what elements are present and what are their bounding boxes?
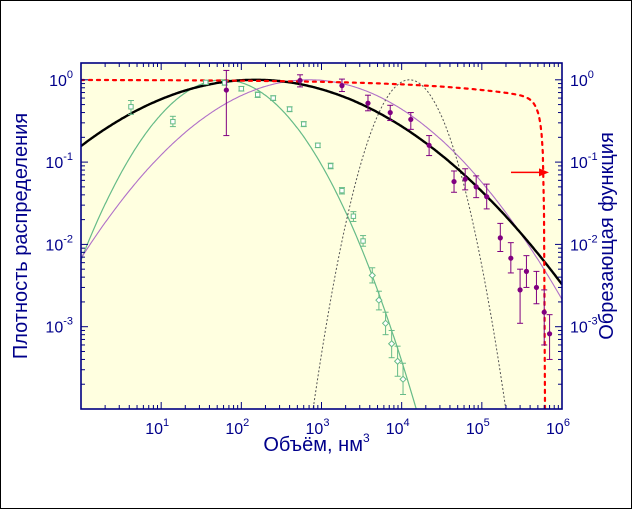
y-tick-label-right: 10-1 bbox=[570, 151, 598, 172]
green-data-point bbox=[254, 91, 261, 98]
purple-data-point bbox=[451, 178, 457, 185]
purple-data-point bbox=[541, 309, 547, 315]
green-data-point bbox=[393, 357, 402, 365]
purple-data-point bbox=[223, 87, 229, 93]
purple-data-point bbox=[484, 194, 490, 200]
green-data-point bbox=[360, 238, 366, 244]
gray-dotted-curve bbox=[312, 79, 507, 409]
purple-data-point bbox=[297, 77, 303, 84]
x-tick-label: 101 bbox=[145, 417, 169, 438]
green-data-point bbox=[128, 104, 134, 110]
green-data-point bbox=[399, 375, 407, 383]
purple-fit-curve bbox=[81, 79, 562, 300]
purple-data-point bbox=[408, 116, 414, 123]
x-tick-label: 106 bbox=[546, 417, 570, 438]
y-tick-label-right: 10-2 bbox=[570, 233, 598, 254]
green-data-point bbox=[381, 319, 390, 328]
green-data-point bbox=[339, 187, 345, 194]
y-tick-label-left: 100 bbox=[49, 69, 73, 90]
green-data-point bbox=[350, 213, 357, 219]
green-data-point bbox=[286, 106, 293, 112]
green-data-point bbox=[315, 142, 321, 149]
y-tick-label-left: 10-2 bbox=[45, 233, 73, 254]
green-data-point bbox=[170, 118, 176, 125]
red-cutoff-curve bbox=[81, 78, 547, 409]
black-density-curve bbox=[81, 78, 562, 286]
purple-data-point bbox=[462, 176, 468, 182]
x-tick-label: 104 bbox=[386, 417, 410, 438]
y-tick-label-left: 10-1 bbox=[45, 151, 73, 172]
purple-data-point bbox=[533, 284, 540, 291]
purple-data-point bbox=[497, 235, 503, 241]
plot-area bbox=[81, 63, 562, 409]
cutoff-arrow-head bbox=[539, 168, 549, 177]
green-data-point bbox=[270, 95, 276, 101]
purple-data-point bbox=[546, 331, 553, 337]
green-data-point bbox=[238, 85, 245, 92]
purple-data-point bbox=[523, 268, 530, 274]
x-tick-label: 105 bbox=[466, 417, 490, 438]
purple-data-point bbox=[387, 109, 393, 116]
purple-data-point bbox=[508, 255, 514, 261]
y-tick-label-right: 10-3 bbox=[570, 316, 598, 337]
green-data-point bbox=[221, 80, 228, 86]
green-data-point bbox=[327, 163, 334, 169]
x-tick-label: 102 bbox=[225, 417, 249, 438]
green-data-point bbox=[368, 271, 376, 280]
green-data-point bbox=[387, 340, 396, 348]
purple-data-point bbox=[517, 287, 523, 293]
green-data-point bbox=[375, 296, 383, 304]
x-tick-label: 103 bbox=[306, 417, 330, 438]
x-axis-title: Объём, нм3 bbox=[263, 431, 370, 456]
purple-data-point bbox=[473, 184, 479, 190]
purple-data-point bbox=[426, 142, 432, 148]
green-data-point bbox=[203, 79, 209, 86]
y-tick-label-right: 100 bbox=[570, 69, 594, 90]
green-data-point bbox=[301, 121, 307, 127]
y-axis-title-right: Обрезающая функция bbox=[596, 132, 618, 340]
purple-data-point bbox=[365, 100, 371, 106]
purple-data-point bbox=[339, 83, 345, 89]
y-tick-label-left: 10-3 bbox=[45, 316, 73, 337]
y-axis-title-left: Плотность распределения bbox=[10, 113, 32, 359]
